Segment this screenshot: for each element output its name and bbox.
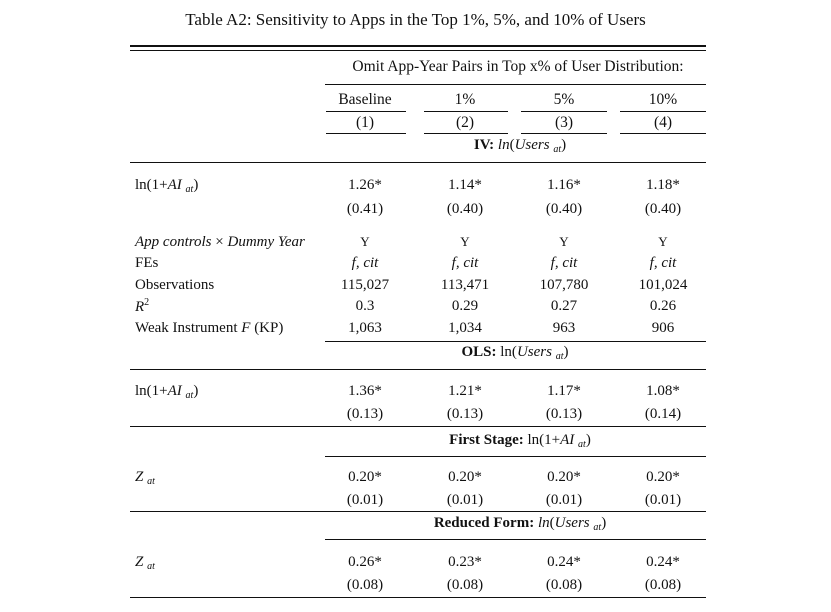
ctrl-obs-2: 113,471 — [440, 277, 490, 293]
ctrl-fes-3: f, cit — [550, 255, 578, 271]
iv-se-4: (0.40) — [644, 201, 682, 217]
ols-se-4: (0.14) — [644, 406, 682, 422]
col-rule-2 — [424, 111, 508, 112]
panel-title-ols: OLS: ln(Users at) — [461, 344, 569, 362]
top-rule — [130, 45, 706, 47]
col-header-1: Baseline — [338, 91, 392, 108]
rf-coef-2: 0.23* — [448, 554, 482, 570]
ctrl-f-4: 906 — [651, 320, 675, 336]
ctrl-obs-3: 107,780 — [539, 277, 589, 293]
rf-se-3: (0.08) — [545, 577, 583, 593]
ols-coef-1: 1.36* — [348, 383, 382, 399]
ctrl-app-4: Y — [658, 234, 668, 249]
ols-coef-4: 1.08* — [646, 383, 680, 399]
row-label-fs-z: Z at — [135, 469, 155, 487]
ctrl-app-2: Y — [460, 234, 470, 249]
row-label-iv-ai: ln(1+AI at) — [135, 177, 199, 195]
panel-rule-fs — [325, 456, 706, 457]
row-label-weak-instrument: Weak Instrument F (KP) — [135, 320, 284, 336]
num-rule-3 — [521, 133, 607, 134]
ols-se-1: (0.13) — [346, 406, 384, 422]
panel-title-reduced-form: Reduced Form: ln(Users at) — [433, 515, 607, 533]
fs-coef-2: 0.20* — [448, 469, 482, 485]
ctrl-fes-4: f, cit — [649, 255, 677, 271]
num-rule-2 — [424, 133, 508, 134]
panel-rule-ols — [130, 369, 706, 370]
iv-se-3: (0.40) — [545, 201, 583, 217]
fs-se-3: (0.01) — [545, 492, 583, 508]
col-rule-4 — [620, 111, 706, 112]
ctrl-f-1: 1,063 — [348, 320, 382, 336]
fs-se-1: (0.01) — [346, 492, 384, 508]
col-number-3: (3) — [554, 114, 574, 131]
ctrl-obs-4: 101,024 — [638, 277, 688, 293]
rf-coef-1: 0.26* — [348, 554, 382, 570]
ctrl-r2-3: 0.27 — [550, 298, 578, 314]
table-title: Table A2: Sensitivity to Apps in the Top… — [185, 10, 646, 29]
col-header-2: 1% — [454, 91, 476, 108]
iv-se-1: (0.41) — [346, 201, 384, 217]
panel-rule-rf — [325, 539, 706, 540]
panel-rule-ols-top — [325, 341, 706, 342]
iv-coef-3: 1.16* — [547, 177, 581, 193]
iv-se-2: (0.40) — [446, 201, 484, 217]
col-rule-1 — [326, 111, 406, 112]
ols-coef-3: 1.17* — [547, 383, 581, 399]
ctrl-obs-1: 115,027 — [340, 277, 390, 293]
spanner-rule — [325, 84, 706, 85]
iv-coef-4: 1.18* — [646, 177, 680, 193]
panel-title-bold: Reduced Form: — [433, 515, 535, 531]
num-rule-4 — [620, 133, 706, 134]
row-label-observations: Observations — [135, 277, 215, 293]
col-header-4: 10% — [648, 91, 678, 108]
col-header-3: 5% — [553, 91, 575, 108]
col-rule-3 — [521, 111, 607, 112]
rf-coef-3: 0.24* — [547, 554, 581, 570]
row-label-r2: R2 — [135, 297, 150, 315]
row-label-fes: FEs — [135, 255, 159, 271]
iv-coef-2: 1.14* — [448, 177, 482, 193]
panel-title-bold: OLS: — [461, 344, 497, 360]
col-number-2: (2) — [455, 114, 475, 131]
rf-coef-4: 0.24* — [646, 554, 680, 570]
top-rule-2 — [130, 50, 706, 51]
panel-rule-fs-top — [130, 426, 706, 427]
fs-coef-4: 0.20* — [646, 469, 680, 485]
rf-se-1: (0.08) — [346, 577, 384, 593]
panel-title-bold: First Stage: — [449, 432, 524, 448]
ctrl-fes-2: f, cit — [451, 255, 479, 271]
ctrl-app-1: Y — [360, 234, 370, 249]
ctrl-app-3: Y — [559, 234, 569, 249]
ols-se-2: (0.13) — [446, 406, 484, 422]
row-label-ols-ai: ln(1+AI at) — [135, 383, 199, 401]
rf-se-4: (0.08) — [644, 577, 682, 593]
ctrl-fes-1: f, cit — [351, 255, 379, 271]
fs-coef-3: 0.20* — [547, 469, 581, 485]
panel-title-iv: IV: ln(Users at) — [473, 137, 567, 155]
col-number-1: (1) — [355, 114, 375, 131]
panel-title-first-stage: First Stage: ln(1+AI at) — [449, 432, 591, 450]
ctrl-r2-4: 0.26 — [649, 298, 677, 314]
fs-coef-1: 0.20* — [348, 469, 382, 485]
fs-se-2: (0.01) — [446, 492, 484, 508]
num-rule-1 — [326, 133, 406, 134]
ols-se-3: (0.13) — [545, 406, 583, 422]
column-spanner: Omit App-Year Pairs in Top x% of User Di… — [352, 58, 684, 75]
ctrl-f-2: 1,034 — [448, 320, 482, 336]
row-label-rf-z: Z at — [135, 554, 155, 572]
panel-title-bold: IV: — [473, 137, 495, 153]
ols-coef-2: 1.21* — [448, 383, 482, 399]
bottom-rule — [130, 597, 706, 598]
panel-rule-iv — [130, 162, 706, 163]
rf-se-2: (0.08) — [446, 577, 484, 593]
ctrl-f-3: 963 — [552, 320, 576, 336]
ctrl-r2-2: 0.29 — [451, 298, 479, 314]
fs-se-4: (0.01) — [644, 492, 682, 508]
panel-rule-rf-top — [130, 511, 706, 512]
col-number-4: (4) — [653, 114, 673, 131]
row-label-app-controls: App controls × Dummy Year — [135, 234, 305, 250]
iv-coef-1: 1.26* — [348, 177, 382, 193]
ctrl-r2-1: 0.3 — [355, 298, 375, 314]
